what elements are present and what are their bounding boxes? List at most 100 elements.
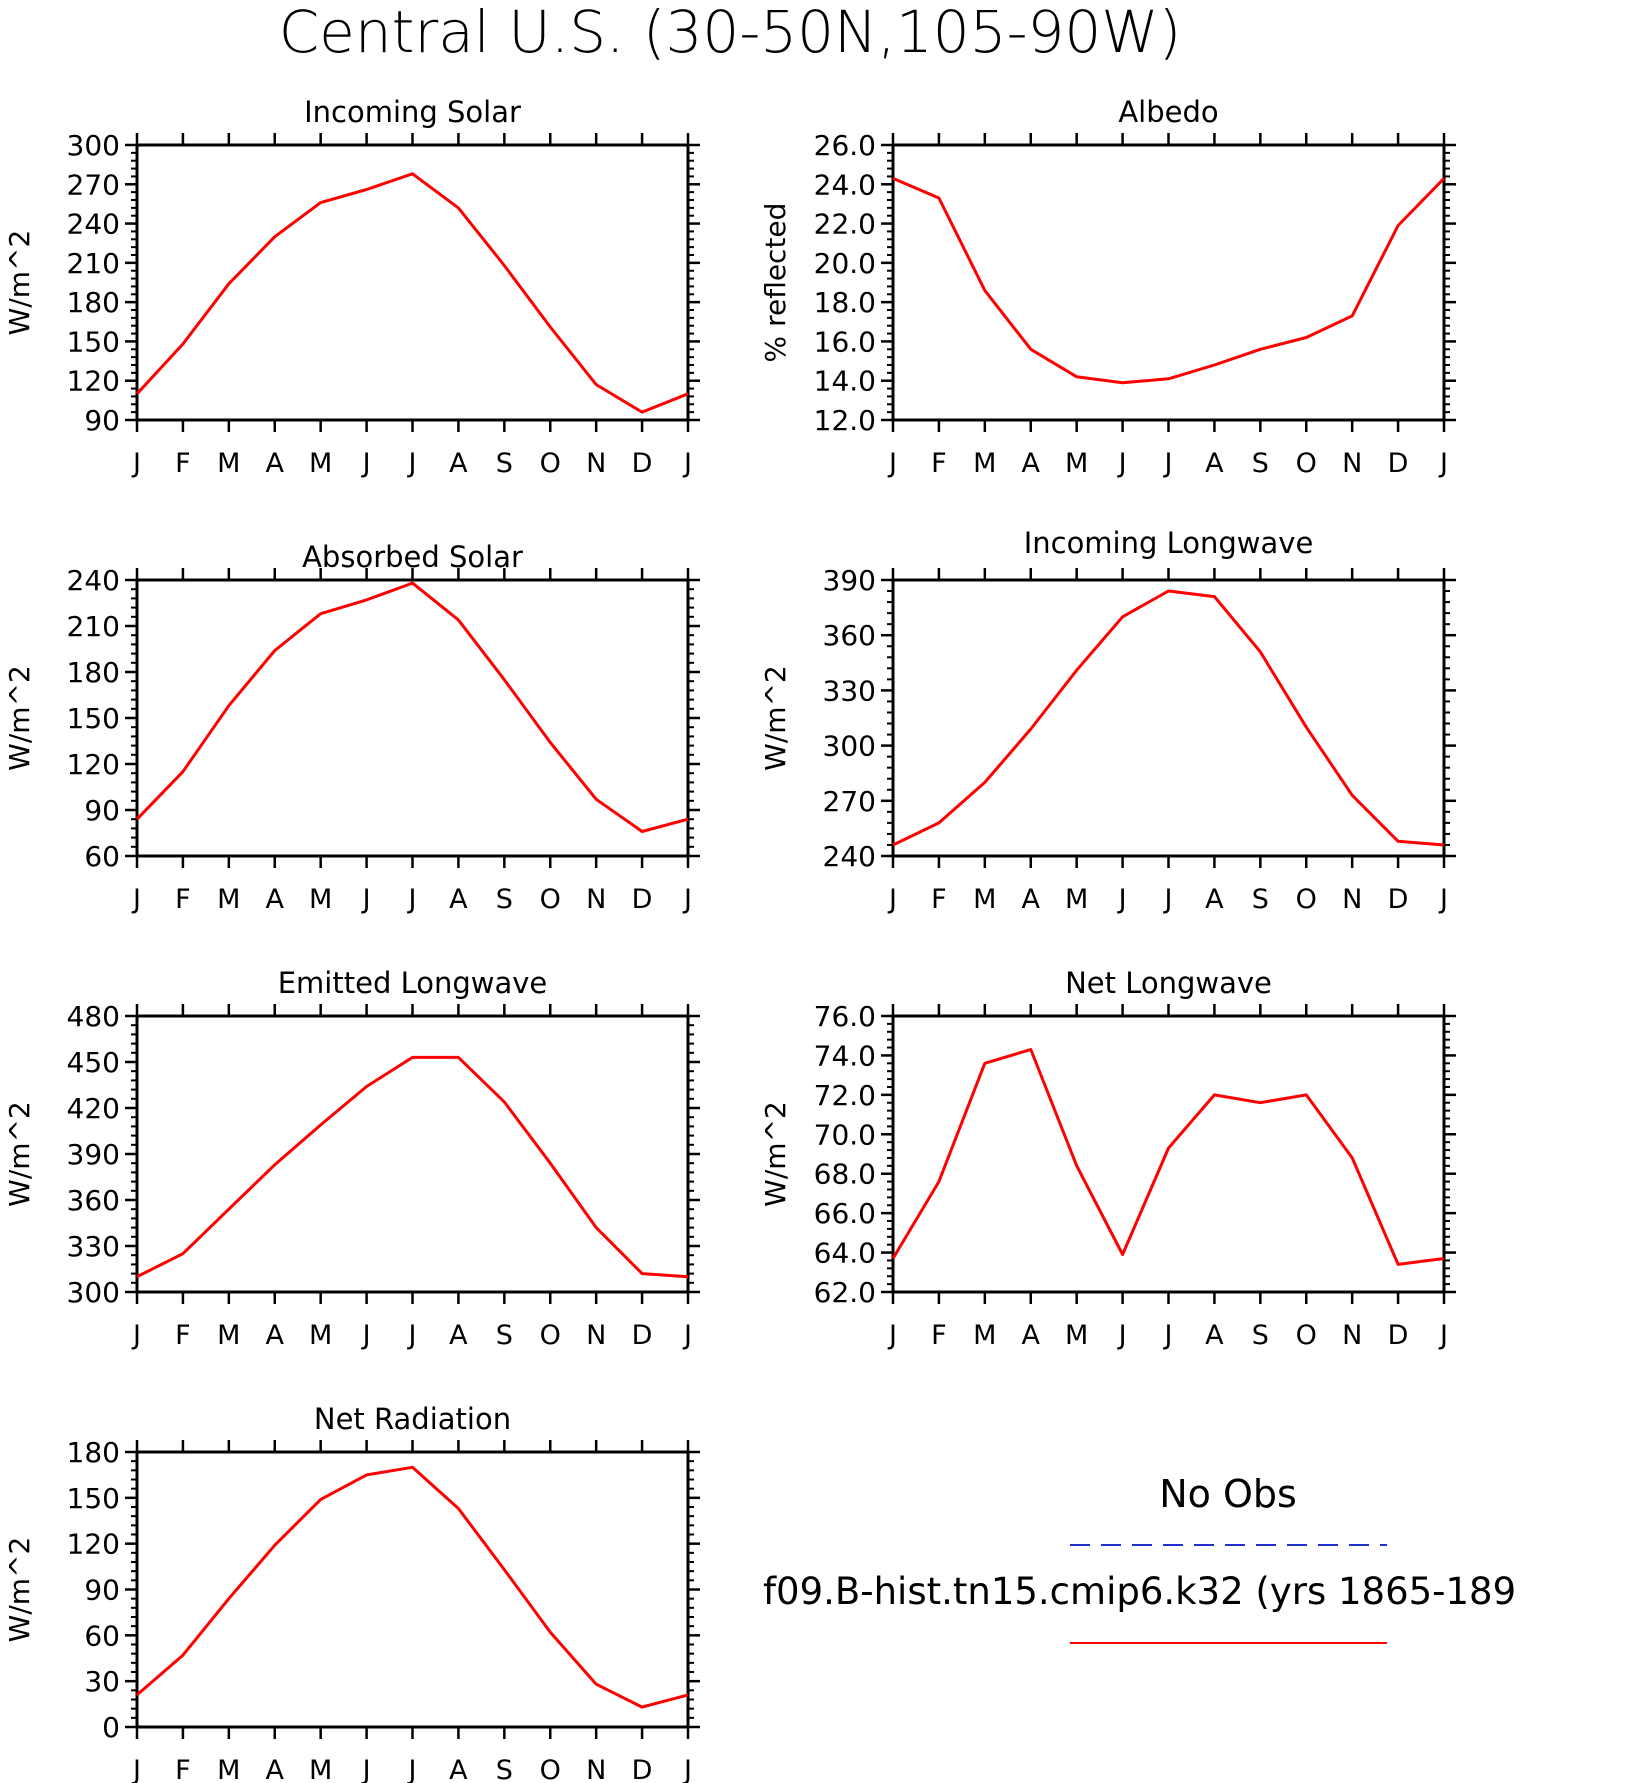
- series-line: [135, 581, 689, 833]
- x-tick-label: A: [449, 1755, 468, 1783]
- legend-model-label: f09.B-hist.tn15.cmip6.k32 (yrs 1865-189: [763, 1570, 1516, 1613]
- x-tick-label: A: [1022, 448, 1041, 479]
- y-tick-label: 76.0: [814, 1000, 876, 1033]
- x-tick-label: J: [1438, 884, 1448, 915]
- panel-title: Net Longwave: [1065, 966, 1272, 1000]
- panel-title: Incoming Solar: [304, 95, 521, 129]
- x-tick-label: F: [931, 1320, 947, 1351]
- y-tick-label: 180: [67, 286, 120, 319]
- plot-frame: [891, 578, 1446, 858]
- x-tick-label: S: [1252, 884, 1269, 915]
- y-tick-label: 150: [67, 702, 120, 735]
- x-tick-label: N: [586, 1320, 606, 1351]
- x-tick-label: N: [586, 1755, 606, 1783]
- y-tick-label: 180: [67, 1436, 120, 1469]
- y-tick-label: 180: [67, 656, 120, 689]
- x-tick-label: S: [1252, 1320, 1269, 1351]
- x-tick-label: D: [1388, 1320, 1409, 1351]
- panel-title: Emitted Longwave: [278, 966, 548, 1000]
- x-tick-label: F: [931, 884, 947, 915]
- y-axis-label: W/m^2: [759, 1101, 792, 1207]
- y-tick-label: 74.0: [814, 1039, 876, 1072]
- y-tick-label: 72.0: [814, 1079, 876, 1112]
- x-tick-label: O: [540, 1755, 561, 1783]
- series-line: [892, 177, 1446, 385]
- x-tick-label: M: [973, 884, 996, 915]
- series-line: [136, 1465, 689, 1709]
- x-tick-label: N: [1342, 1320, 1362, 1351]
- x-tick-label: J: [682, 1320, 692, 1351]
- x-tick-label: D: [1388, 448, 1409, 479]
- y-tick-label: 150: [67, 1482, 120, 1515]
- y-tick-label: 90: [84, 794, 120, 827]
- x-tick-label: A: [1205, 884, 1224, 915]
- legend: No Obs f09.B-hist.tn15.cmip6.k32 (yrs 18…: [763, 1472, 1516, 1644]
- panel-2: J F M A M J J A S O N D J2402101801501209060Absorbed…: [3, 540, 700, 915]
- x-tick-label: N: [586, 448, 606, 479]
- y-tick-label: 120: [67, 365, 120, 398]
- x-tick-label: F: [175, 884, 191, 915]
- x-tick-label: A: [1205, 1320, 1224, 1351]
- x-tick-label: F: [931, 448, 947, 479]
- x-tick-label: D: [632, 884, 653, 915]
- x-tick-label: J: [131, 1755, 141, 1783]
- x-tick-label: A: [266, 448, 285, 479]
- y-tick-label: 14.0: [814, 365, 876, 398]
- y-tick-label: 240: [67, 564, 120, 597]
- x-tick-label: A: [449, 448, 468, 479]
- x-tick-label: J: [361, 884, 371, 915]
- x-tick-label: J: [1117, 884, 1127, 915]
- x-tick-label: N: [586, 884, 606, 915]
- y-tick-label: 360: [67, 1184, 120, 1217]
- x-tick-label: J: [1438, 448, 1448, 479]
- y-tick-label: 240: [67, 208, 120, 241]
- x-tick-label: J: [682, 884, 692, 915]
- y-tick-label: 0: [102, 1711, 120, 1744]
- x-tick-label: S: [496, 1320, 513, 1351]
- series-line: [891, 1048, 1445, 1266]
- x-tick-label: M: [217, 448, 240, 479]
- y-tick-label: 270: [823, 785, 876, 818]
- x-tick-label: M: [217, 1320, 240, 1351]
- x-tick-label: F: [175, 448, 191, 479]
- x-tick-label: S: [496, 884, 513, 915]
- x-tick-label: O: [1296, 1320, 1317, 1351]
- x-tick-label: M: [217, 1755, 240, 1783]
- y-tick-label: 210: [67, 610, 120, 643]
- x-tick-label: F: [175, 1320, 191, 1351]
- x-tick-label: M: [309, 1320, 332, 1351]
- plot-frame: [135, 1450, 690, 1729]
- x-tick-label: J: [1163, 884, 1173, 915]
- x-tick-label: D: [632, 448, 653, 479]
- panel-title: Incoming Longwave: [1024, 526, 1314, 560]
- y-axis-label: % reflected: [759, 203, 792, 363]
- x-tick-label: J: [887, 1320, 897, 1351]
- panel-0: J F M A M J J A S O N D J30027024021018015012090Inco…: [3, 95, 700, 479]
- y-axis-label: W/m^2: [3, 230, 36, 336]
- x-tick-label: J: [407, 884, 417, 915]
- series-line: [136, 1055, 689, 1279]
- x-tick-label: M: [309, 884, 332, 915]
- x-tick-label: J: [361, 1755, 371, 1783]
- y-tick-label: 62.0: [814, 1276, 876, 1309]
- x-tick-label: F: [175, 1755, 191, 1783]
- y-axis-label: W/m^2: [3, 665, 36, 771]
- y-tick-label: 16.0: [814, 325, 876, 358]
- x-tick-label: J: [1438, 1320, 1448, 1351]
- x-tick-label: M: [973, 448, 996, 479]
- y-tick-label: 120: [67, 748, 120, 781]
- y-tick-label: 300: [67, 129, 120, 162]
- y-tick-label: 68.0: [814, 1158, 876, 1191]
- y-tick-label: 12.0: [814, 404, 876, 437]
- x-tick-label: D: [632, 1755, 653, 1783]
- y-tick-label: 120: [67, 1528, 120, 1561]
- x-tick-label: A: [1205, 448, 1224, 479]
- series-line: [135, 172, 689, 414]
- x-tick-label: J: [131, 1320, 141, 1351]
- figure-title: Central U.S. (30-50N,105-90W): [279, 0, 1182, 66]
- y-axis-label: W/m^2: [3, 1537, 36, 1643]
- x-tick-label: J: [1117, 448, 1127, 479]
- y-axis-label: W/m^2: [759, 665, 792, 771]
- series-line: [892, 589, 1445, 847]
